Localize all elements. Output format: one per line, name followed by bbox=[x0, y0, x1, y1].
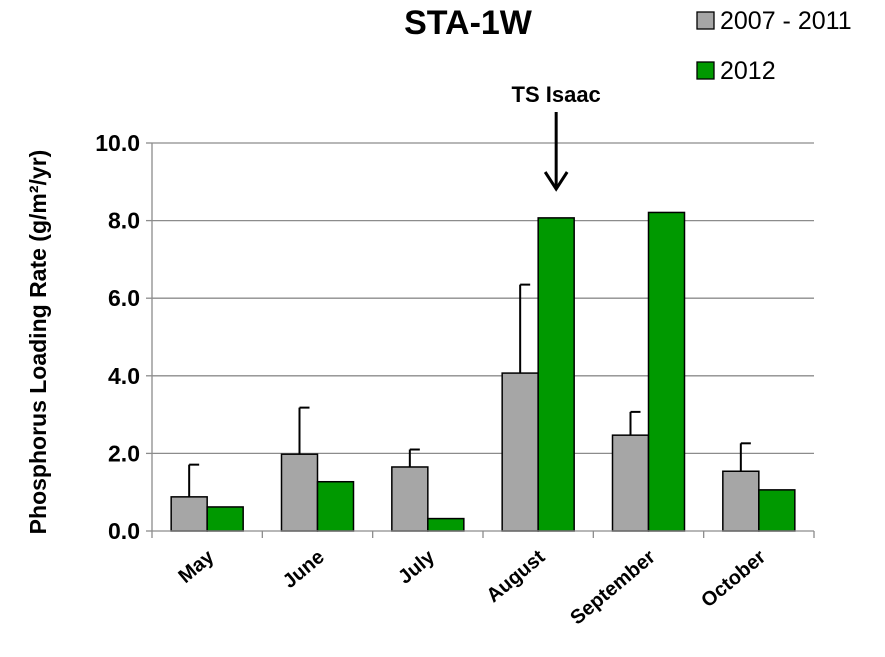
bar-baseline-may bbox=[170, 496, 208, 532]
y-tick-label: 6.0 bbox=[108, 285, 140, 311]
legend-label-1: 2012 bbox=[720, 57, 776, 85]
legend: 2007 - 2011 2012 bbox=[696, 7, 852, 85]
y-tick-label: 4.0 bbox=[108, 363, 140, 389]
legend-swatch-1 bbox=[696, 61, 715, 80]
x-tick-label-october: October bbox=[697, 546, 770, 612]
chart-title: STA-1W bbox=[404, 4, 533, 42]
bar-2012-june bbox=[316, 480, 355, 532]
bar-2012-july bbox=[427, 517, 465, 532]
x-tick-labels: May June July August September October bbox=[174, 545, 770, 629]
x-tick-label-july: July bbox=[394, 545, 439, 588]
x-tick-label-august: August bbox=[482, 546, 549, 607]
bar-baseline-july bbox=[391, 466, 429, 532]
annotation: TS Isaac bbox=[512, 82, 601, 192]
y-tick-label: 0.0 bbox=[108, 518, 140, 544]
bar-baseline-june bbox=[280, 453, 319, 532]
x-axis bbox=[151, 143, 815, 538]
y-tick-labels: 0.0 2.0 4.0 6.0 8.0 10.0 bbox=[95, 130, 140, 544]
bar-2012-october bbox=[758, 489, 796, 532]
error-bars bbox=[188, 283, 751, 497]
bar-baseline-august bbox=[501, 372, 539, 532]
x-tick-label-september: September bbox=[566, 546, 659, 629]
y-tick-label: 2.0 bbox=[108, 440, 140, 466]
annotation-arrow-head bbox=[543, 171, 569, 192]
gridlines bbox=[146, 142, 814, 532]
bar-baseline-september bbox=[611, 434, 650, 532]
bar-2012-august bbox=[537, 217, 575, 532]
bars bbox=[170, 211, 796, 532]
x-tick-label-june: June bbox=[279, 546, 329, 593]
y-tick-label: 8.0 bbox=[108, 208, 140, 234]
annotation-label: TS Isaac bbox=[512, 82, 601, 107]
y-axis-label: Phosphorus Loading Rate (g/m²/yr) bbox=[25, 150, 51, 535]
bar-2012-may bbox=[206, 506, 244, 532]
x-tick-label-may: May bbox=[174, 545, 219, 587]
legend-swatch-0 bbox=[696, 11, 715, 30]
bar-baseline-october bbox=[722, 470, 760, 532]
y-tick-label: 10.0 bbox=[95, 130, 140, 156]
legend-label-0: 2007 - 2011 bbox=[720, 7, 852, 35]
bar-2012-september bbox=[647, 211, 686, 532]
